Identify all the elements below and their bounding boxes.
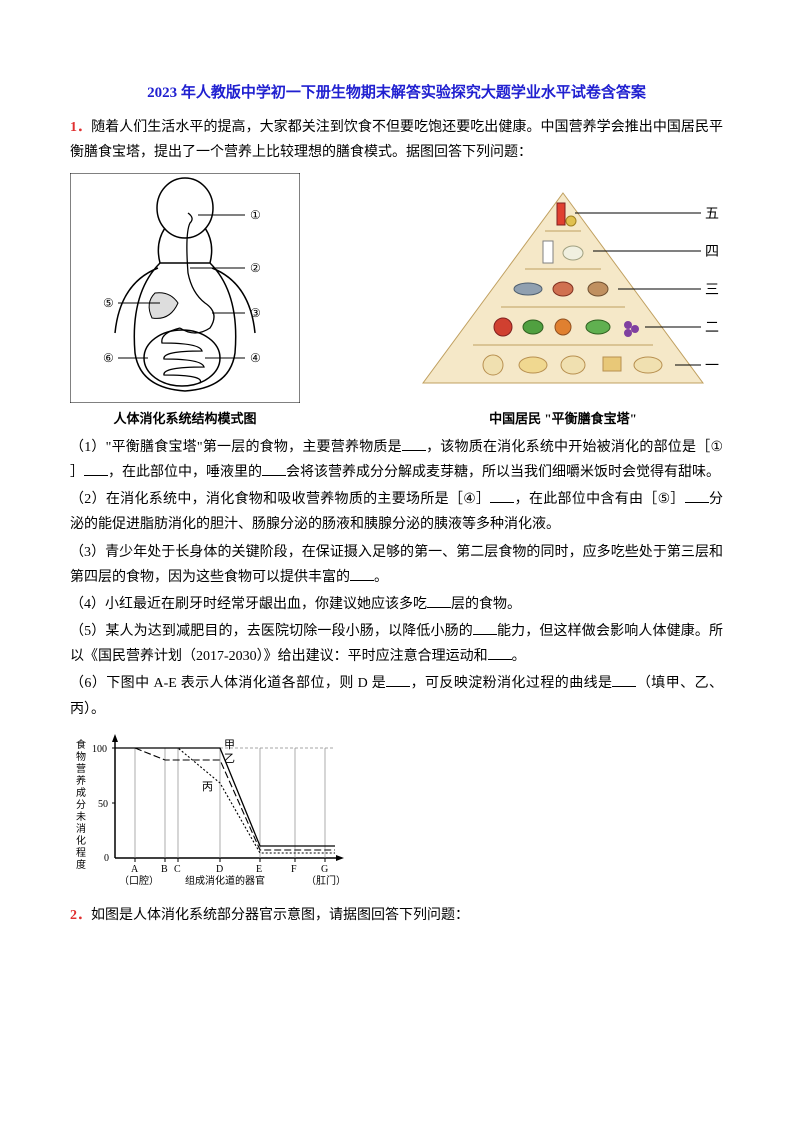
blank [488,646,512,660]
blank [262,462,286,476]
q1-intro-text: 随着人们生活水平的提高，大家都关注到饮食不但要吃饱还要吃出健康。中国营养学会推出… [70,120,723,160]
xt-b: B [161,864,168,875]
t: 。 [374,570,388,585]
circled-5: ⑤ [658,487,671,512]
blank [427,594,451,608]
q2-number: 2． [70,908,91,923]
blank [386,673,410,687]
t: （5）某人为达到减肥目的，去医院切除一段小肠，以降低小肠的 [70,624,473,639]
t: （6）下图中 A-E 表示人体消化道各部位，则 D 是 [70,676,386,691]
blank [350,567,374,581]
figure-row: ① ② ③ ④ ⑤ ⑥ 人体消化系统结构模式图 [70,173,723,430]
ylab: 物 [76,750,86,763]
blank [490,489,514,503]
curve-bing: 丙 [202,781,213,793]
t: ］ [476,492,491,507]
pyramid-level-4: 四 [705,245,719,260]
ylab: 化 [76,834,86,847]
blank [402,437,426,451]
blank [612,673,636,687]
q1-sub5: （5）某人为达到减肥目的，去医院切除一段小肠，以降低小肠的能力，但这样做会影响人… [70,619,723,669]
xt-a: A [131,864,139,875]
xt-d: D [216,864,223,875]
q1-sub2: （2）在消化系统中，消化食物和吸收营养物质的主要场所是［④］，在此部位中含有由［… [70,487,723,537]
body-label-1: ① [250,208,261,222]
body-label-4: ④ [250,351,261,365]
blank [473,621,497,635]
ylab: 分 [76,799,86,811]
xlabel: 组成消化道的器官 [185,874,265,887]
curve-jia: 甲 [224,739,235,751]
body-label-5: ⑤ [103,296,114,310]
t: ］ [670,492,685,507]
ylab: 养 [76,774,86,787]
ytick-50: 50 [98,799,108,810]
digestive-figure: ① ② ③ ④ ⑤ ⑥ 人体消化系统结构模式图 [70,173,300,430]
xt-c: C [174,864,181,875]
circled-4: ④ [463,487,476,512]
ylab: 程 [76,847,86,859]
digestive-system-svg: ① ② ③ ④ ⑤ ⑥ [70,173,300,403]
digestion-chart: 食 物 营 养 成 分 未 消 化 程 度 100 50 0 [70,728,723,897]
ylab: 度 [76,858,86,871]
t: 。 [512,649,526,664]
ylab: 消 [76,822,86,835]
ylab: 未 [76,811,86,823]
t: （2）在消化系统中，消化食物和吸收营养物质的主要场所是［ [70,492,463,507]
caption-digestive: 人体消化系统结构模式图 [113,407,256,430]
t: ，在此部位中含有由［ [514,492,657,507]
q2-text: 如图是人体消化系统部分器官示意图，请据图回答下列问题： [91,908,469,923]
q1-sub6: （6）下图中 A-E 表示人体消化道各部位，则 D 是 ，可反映淀粉消化过程的曲线… [70,671,723,721]
circled-1: ① [710,435,723,460]
q1-sub1: （1）"平衡膳食宝塔"第一层的食物，主要营养物质是 ，该物质在消化系统中开始被消化… [70,435,723,485]
q2: 2．如图是人体消化系统部分器官示意图，请据图回答下列问题： [70,903,723,928]
pyramid-level-2: 二 [705,321,719,336]
ylab: 营 [76,762,86,775]
ytick-100: 100 [92,744,107,755]
curve-yi: 乙 [224,752,235,765]
t: ，可反映淀粉消化过程的曲线是 [410,676,612,691]
gut-label: （肛门） [306,874,346,887]
digestion-chart-svg: 食 物 营 养 成 分 未 消 化 程 度 100 50 0 [70,728,350,888]
t: （4）小红最近在刷牙时经常牙龈出血，你建议她应该多吃 [70,597,427,612]
xt-g: G [321,864,328,875]
q1-sub3: （3）青少年处于长身体的关键阶段，在保证摄入足够的第一、第二层食物的同时，应多吃… [70,540,723,590]
pyramid-level-5: 五 [705,207,719,222]
exam-title: 2023 年人教版中学初一下册生物期末解答实验探究大题学业水平试卷含答案 [70,80,723,107]
t: 层的食物。 [451,597,521,612]
ylab: 食 [76,738,86,751]
blank [685,489,709,503]
ylab: 成 [76,787,86,799]
body-label-3: ③ [250,306,261,320]
t: （3）青少年处于长身体的关键阶段，在保证摄入足够的第一、第二层食物的同时，应多吃… [70,545,723,585]
q1-intro: 1．随着人们生活水平的提高，大家都关注到饮食不但要吃饱还要吃出健康。中国营养学会… [70,115,723,165]
xt-e: E [256,864,262,875]
caption-pyramid: 中国居民 "平衡膳食宝塔" [489,407,637,430]
body-label-2: ② [250,261,261,275]
t: ，在此部位中，唾液里的 [108,465,262,480]
pyramid-level-3: 三 [705,283,719,298]
body-label-6: ⑥ [103,351,114,365]
blank [84,462,108,476]
food-pyramid-svg: 五 四 三 二 一 [403,183,723,403]
pyramid-figure: 五 四 三 二 一 中国居民 "平衡膳食宝塔" [403,183,723,430]
q1-number: 1． [70,120,91,135]
t: 会将该营养成分分解成麦芽糖，所以当我们细嚼米饭时会觉得有甜味。 [286,465,720,480]
t: （1）"平衡膳食宝塔"第一层的食物，主要营养物质是 [70,440,402,455]
ytick-0: 0 [104,853,109,864]
t: ，该物质在消化系统中开始被消化的部位是［ [426,440,711,455]
oral-label: （口腔） [119,874,159,887]
q1-sub4: （4）小红最近在刷牙时经常牙龈出血，你建议她应该多吃 层的食物。 [70,592,723,617]
t: ］ [70,465,84,480]
pyramid-level-1: 一 [705,359,719,374]
xt-f: F [291,864,297,875]
